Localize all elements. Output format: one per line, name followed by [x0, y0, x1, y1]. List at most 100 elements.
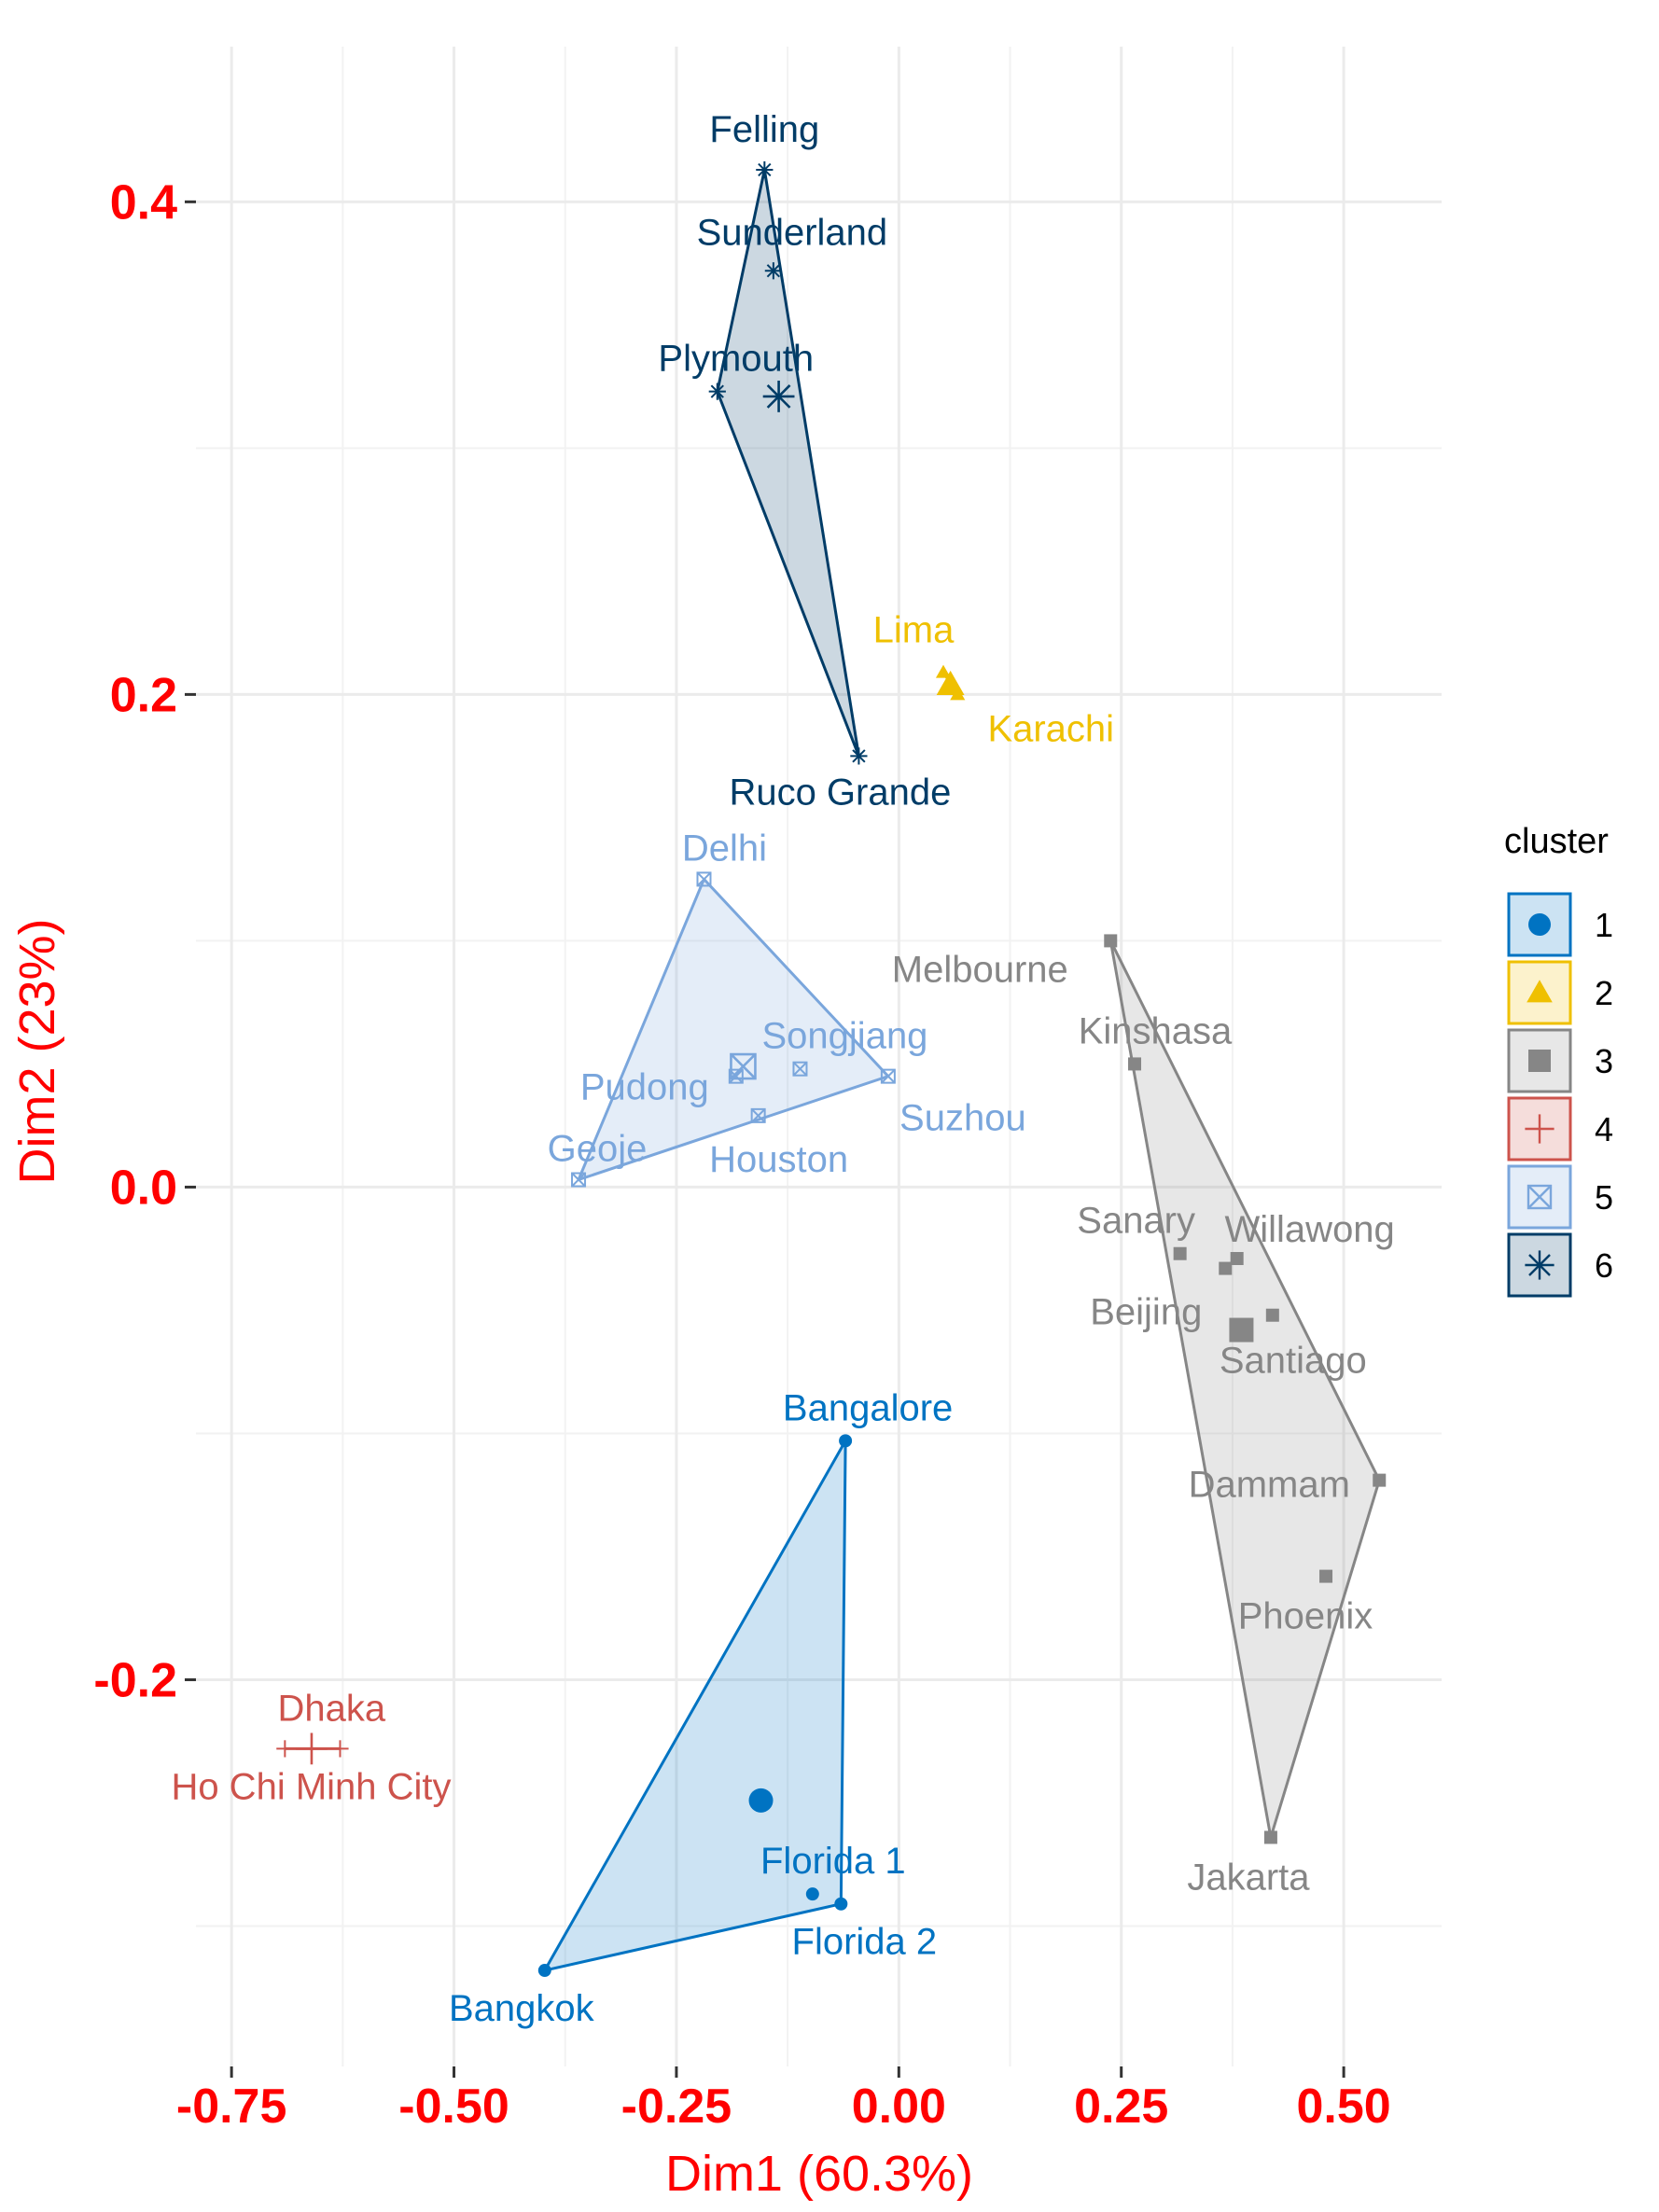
legend-label: 3 — [1595, 1042, 1613, 1080]
x-tick-label: 0.25 — [1074, 2080, 1168, 2134]
point-sanary — [1173, 1246, 1187, 1260]
x-axis-title: Dim1 (60.3%) — [665, 2146, 973, 2202]
legend-key-glyph — [1528, 913, 1551, 936]
square-x-marker-diag2 — [881, 1068, 896, 1084]
triangle-marker — [1527, 980, 1553, 1003]
cluster-6-centroid — [762, 381, 795, 412]
point-kinshasa — [1128, 1057, 1142, 1071]
point-label: Songjiang — [762, 1016, 928, 1057]
square-marker — [1173, 1246, 1187, 1260]
legend-key-glyph — [1525, 1250, 1554, 1280]
y-tick-label: 0.2 — [110, 668, 177, 722]
cluster-5-centroid — [730, 1052, 757, 1080]
point-label: Bangalore — [783, 1387, 953, 1428]
point-label: Florida 2 — [792, 1922, 938, 1963]
point-label: Phoenix — [1238, 1596, 1373, 1637]
circle-marker — [834, 1897, 848, 1911]
legend-key-5: 5 — [1507, 1164, 1613, 1230]
point-label: Lima — [873, 610, 955, 651]
point-florida-2 — [834, 1897, 848, 1911]
x-tick-label: -0.25 — [621, 2080, 732, 2134]
asterisk-marker-arm — [1528, 1254, 1551, 1276]
square-marker — [1229, 1317, 1254, 1343]
axis-ticks: -0.75 -0.50 -0.25 0.00 0.25 0.50 -0.2 0.0 0.2 0.4 — [93, 175, 1390, 2134]
point-label: Felling — [709, 109, 819, 150]
square-marker — [1319, 1569, 1333, 1583]
point-bangalore — [839, 1434, 853, 1448]
asterisk-marker-arm — [766, 264, 781, 278]
asterisk-marker-arm — [766, 384, 791, 409]
legend-key-glyph — [1527, 980, 1553, 1003]
square-x-marker-box — [728, 1068, 744, 1084]
point-label: Houston — [709, 1139, 848, 1180]
cluster-3-hull — [1108, 939, 1381, 1839]
point-label: Pudong — [580, 1067, 709, 1108]
x-tick-label: -0.50 — [398, 2080, 509, 2134]
grid-lines — [196, 47, 1442, 2066]
point-label: Suzhou — [899, 1098, 1026, 1139]
point-label: Karachi — [987, 708, 1114, 749]
y-axis-title: Dim2 (23%) — [9, 918, 65, 1184]
square-x-marker-box — [1527, 1184, 1553, 1210]
legend-label: 4 — [1595, 1110, 1613, 1148]
cluster-3-centroid — [1229, 1317, 1254, 1343]
square-marker — [1128, 1057, 1142, 1071]
asterisk-marker-arm — [710, 384, 724, 398]
point-label: Melbourne — [892, 949, 1068, 990]
point-songjiang — [792, 1061, 808, 1077]
point-label: Geoje — [548, 1129, 648, 1170]
square-x-marker-diag2 — [571, 1172, 586, 1188]
point-label: Plymouth — [658, 339, 814, 380]
asterisk-marker-arm — [758, 162, 772, 177]
triangle-marker — [936, 670, 965, 696]
square-marker — [1219, 1261, 1233, 1275]
square-marker — [1265, 1308, 1279, 1322]
legend-key-glyph — [1527, 1184, 1553, 1210]
data-points — [276, 160, 1387, 1978]
point-label: Sunderland — [697, 212, 888, 253]
square-marker — [1230, 1252, 1244, 1265]
point-florida-1 — [805, 1887, 819, 1901]
legend-key-2: 2 — [1507, 960, 1613, 1025]
legend-key-glyph — [1525, 1114, 1554, 1144]
legend-key-3: 3 — [1507, 1028, 1613, 1093]
square-marker — [1263, 1830, 1277, 1844]
point-ho-chi-minh-city — [331, 1740, 349, 1758]
point-label: Delhi — [682, 828, 767, 869]
square-x-marker-box — [730, 1052, 757, 1080]
legend-key-4: 4 — [1507, 1096, 1613, 1162]
point-label: Sanary — [1077, 1201, 1195, 1242]
cluster-2-centroid — [936, 670, 965, 696]
point-phoenix — [1319, 1569, 1333, 1583]
circle-marker — [748, 1788, 774, 1813]
point-label: Dammam — [1189, 1465, 1350, 1506]
cluster-1-centroid — [748, 1788, 774, 1813]
x-tick-label: -0.75 — [176, 2080, 287, 2134]
point-geoje — [571, 1172, 587, 1188]
legend-label: 6 — [1595, 1246, 1613, 1285]
legend-label: 2 — [1595, 974, 1613, 1012]
point-label: Dhaka — [278, 1688, 386, 1729]
x-tick-label: 0.00 — [852, 2080, 946, 2134]
legend-label: 1 — [1595, 906, 1613, 944]
square-x-marker-box — [792, 1061, 808, 1077]
circle-marker — [537, 1964, 551, 1978]
legend-title: cluster — [1504, 822, 1609, 861]
point-label: Santiago — [1220, 1341, 1367, 1382]
point-label: Bangkok — [449, 1988, 595, 2029]
point-willawong — [1230, 1252, 1244, 1265]
point-label: Jakarta — [1187, 1857, 1310, 1898]
square-x-marker-diag2 — [750, 1108, 766, 1123]
y-tick-label: 0.0 — [110, 1161, 177, 1215]
y-tick-label: -0.2 — [93, 1653, 177, 1707]
point-label: Ruco Grande — [729, 772, 951, 813]
square-marker — [1104, 934, 1118, 948]
cluster-1-hull — [543, 1439, 847, 1972]
point-labels: Bangalore Florida 1 Florida 2 Bangkok Lima Ka… — [171, 109, 1394, 2029]
point-ruco-grande — [850, 747, 868, 765]
circle-marker — [805, 1887, 819, 1901]
square-x-marker-box — [880, 1068, 896, 1084]
cluster-5-hull — [577, 877, 890, 1182]
